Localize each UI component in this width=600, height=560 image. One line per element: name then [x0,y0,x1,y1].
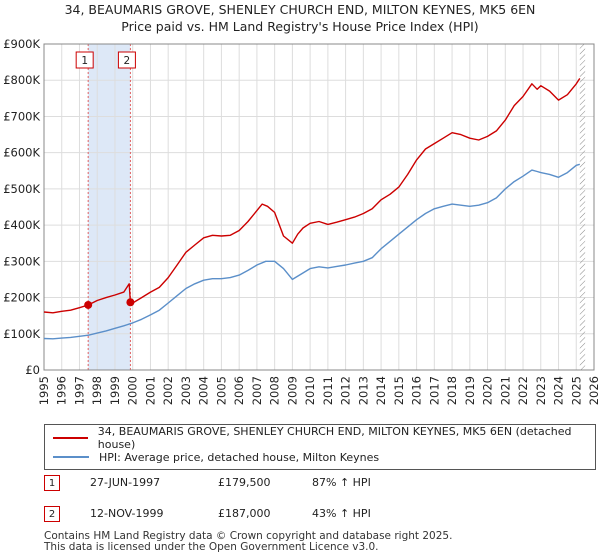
transaction-period-shade [88,44,131,370]
x-tick-label: 2011 [321,376,335,405]
x-tick-label: 2026 [587,376,600,405]
y-tick-label: £200K [3,291,40,305]
x-tick-label: 2023 [534,376,548,405]
transaction-date: 12-NOV-1999 [90,507,164,520]
transaction-row: 2 12-NOV-1999 £187,000 43% ↑ HPI [44,506,600,526]
x-tick-label: 1995 [37,376,51,405]
transaction-price: £179,500 [218,476,271,489]
chart-title: 34, BEAUMARIS GROVE, SHENLEY CHURCH END,… [64,2,536,17]
legend: 34, BEAUMARIS GROVE, SHENLEY CHURCH END,… [44,424,596,470]
x-tick-label: 2014 [374,376,388,405]
transaction-date: 27-JUN-1997 [90,476,161,489]
y-tick-label: £300K [3,254,40,268]
x-tick-label: 2009 [285,376,299,405]
legend-label-hpi: HPI: Average price, detached house, Milt… [99,450,380,464]
transaction-label: 1 [81,55,88,67]
y-tick-label: £700K [3,109,40,123]
x-tick-label: 2024 [552,376,566,405]
x-tick-label: 1998 [90,376,104,405]
transaction-point [84,300,93,309]
x-tick-label: 2017 [427,376,441,405]
transaction-badge: 1 [44,475,60,491]
x-tick-label: 1996 [55,376,69,405]
x-tick-label: 2019 [463,376,477,405]
x-tick-label: 2016 [410,376,424,405]
x-tick-label: 2006 [232,376,246,405]
transaction-label-box [117,51,136,69]
x-tick-label: 1999 [108,376,122,405]
x-tick-label: 2008 [268,376,282,405]
legend-item-hpi: HPI: Average price, detached house, Milt… [53,448,379,466]
x-tick-label: 2021 [498,376,512,405]
transaction-hpi-change: 43% ↑ HPI [312,507,371,520]
x-tick-label: 2018 [445,376,459,405]
y-tick-label: £0 [25,363,40,377]
y-tick-label: £800K [3,73,40,87]
transaction-point [126,298,135,307]
footer: Contains HM Land Registry data © Crown c… [44,531,452,553]
transaction-label-box [75,51,94,69]
legend-swatch-hpi [53,456,89,458]
y-tick-label: £400K [3,218,40,232]
x-tick-label: 2025 [569,376,583,405]
x-tick-label: 2003 [179,376,193,405]
x-tick-label: 2022 [516,376,530,405]
hpi-line [43,163,580,340]
x-tick-label: 2010 [303,376,317,405]
plot-frame [43,43,595,371]
x-tick-label: 2015 [392,376,406,405]
legend-swatch-property [53,437,88,439]
transaction-hpi-change: 87% ↑ HPI [312,476,371,489]
transaction-row: 1 27-JUN-1997 £179,500 87% ↑ HPI [44,475,600,495]
transaction-badge: 2 [44,506,60,522]
x-tick-label: 2001 [143,376,157,405]
x-tick-label: 1997 [72,376,86,405]
legend-item-property: 34, BEAUMARIS GROVE, SHENLEY CHURCH END,… [53,425,595,451]
x-tick-label: 2013 [356,376,370,405]
y-tick-label: £900K [3,37,40,51]
transaction-price: £187,000 [218,507,271,520]
transaction-label: 2 [124,55,131,67]
x-tick-label: 2000 [126,376,140,405]
x-tick-label: 2002 [161,376,175,405]
footer-licence: This data is licensed under the Open Gov… [44,541,379,553]
x-tick-label: 2005 [214,376,228,405]
chart-subtitle: Price paid vs. HM Land Registry's House … [121,19,479,34]
x-tick-label: 2004 [197,376,211,405]
price-chart: £0 £100K £200K £300K £400K £500K £600K £700K £80… [3,37,600,405]
forecast-hatch [579,44,586,370]
x-tick-label: 2020 [481,376,495,405]
y-tick-label: £500K [3,182,40,196]
x-tick-label: 2007 [250,376,264,405]
y-tick-label: £600K [3,146,40,160]
footer-copyright: Contains HM Land Registry data © Crown c… [44,530,453,542]
x-tick-label: 2012 [339,376,353,405]
y-tick-label: £100K [3,327,40,341]
legend-label-property: 34, BEAUMARIS GROVE, SHENLEY CHURCH END,… [97,425,572,451]
